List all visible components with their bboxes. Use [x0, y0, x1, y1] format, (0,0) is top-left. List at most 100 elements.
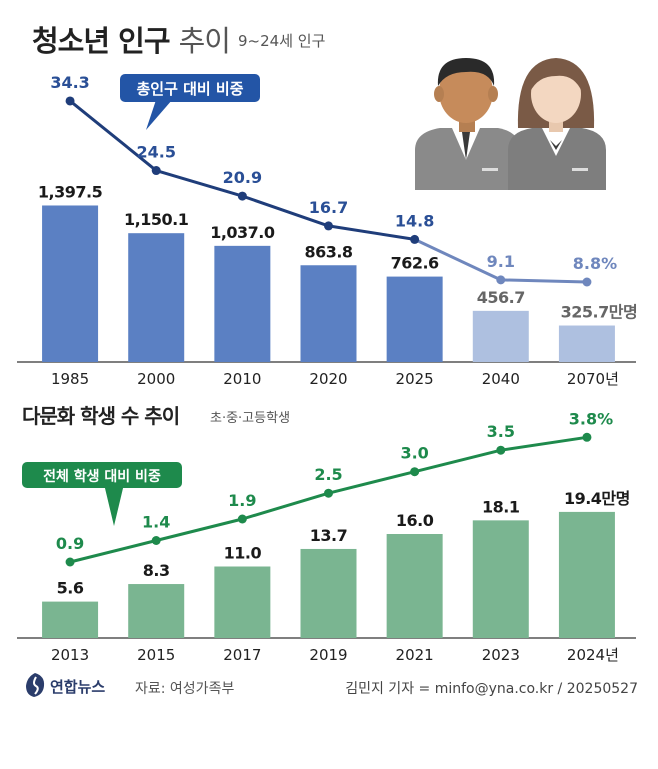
chart1-line-label: 9.1: [487, 252, 515, 271]
chart1-callout-pointer: [146, 100, 172, 130]
chart1-callout-box: [120, 74, 260, 102]
chart2-line-segment: [327, 470, 417, 495]
chart1-line-point: [65, 96, 75, 106]
chart1-bar-label: 1,397.5: [38, 182, 103, 201]
chart1-line-segment: [327, 224, 417, 241]
chart2-line-label: 1.9: [228, 491, 256, 510]
students-illustration: [415, 58, 606, 190]
boy-student-icon: [415, 58, 520, 190]
chart2-line-label: 1.4: [142, 513, 170, 532]
chart1-bar: [300, 265, 357, 362]
chart1-line-segment: [499, 278, 589, 284]
chart2-bar: [128, 584, 185, 638]
chart1-bar: [42, 205, 99, 362]
chart2-bar-label: 8.3: [143, 561, 170, 580]
chart1-bar-labels: 1,397.5 1,150.1 1,037.0 863.8 762.6 456.7 325.…: [38, 182, 638, 322]
chart1-category-label: 2040: [482, 370, 520, 388]
chart2-category-label: 2023: [482, 646, 520, 664]
chart2-line-point: [324, 488, 333, 498]
chart2-bar: [300, 548, 357, 638]
chart1-line-point: [324, 221, 333, 231]
chart1-line-label: 16.7: [309, 198, 348, 217]
chart1-line-label: 34.3: [50, 73, 89, 92]
chart1-category-label: 2000: [137, 370, 175, 388]
chart2-line-label: 3.5: [487, 422, 515, 441]
chart2-bar: [214, 566, 271, 638]
chart1-bar: [558, 325, 615, 362]
chart2-line-label: 3.8%: [569, 409, 613, 428]
chart2-category-label: 2017: [223, 646, 261, 664]
chart1-line-label: 14.8: [395, 211, 434, 230]
chart2-line-segment: [413, 448, 503, 474]
chart1-bar: [472, 310, 529, 362]
chart1-category-label: 2010: [223, 370, 261, 388]
chart1-bar: [128, 233, 185, 362]
yonhap-logo-icon: [26, 673, 45, 697]
chart1-line-labels: 34.3 24.5 20.9 16.7 14.8 9.1 8.8%: [50, 73, 617, 273]
chart1-line-label: 20.9: [223, 168, 262, 187]
chart2-bar-label: 13.7: [310, 526, 347, 545]
chart1-bars: [42, 205, 615, 362]
chart1-category-label: 1985: [51, 370, 89, 388]
chart2-line-point: [65, 557, 75, 567]
chart2-bar-labels: 5.6 8.3 11.0 13.7 16.0 18.1 19.4만명: [57, 489, 631, 598]
chart2-line-segment: [499, 435, 589, 452]
chart1-line-point: [496, 275, 506, 285]
chart2-category-label: 2013: [51, 646, 89, 664]
chart2-bar-label: 19.4만명: [564, 489, 630, 508]
chart2-line-point: [151, 536, 161, 545]
girl-student-icon: [508, 58, 606, 190]
chart2-bar-label: 16.0: [396, 511, 434, 530]
chart2-category-label: 2024년: [567, 646, 619, 664]
chart1-categories: 1985 2000 2010 2020 2025 2040 2070년: [51, 370, 619, 388]
chart2-line-labels: 0.9 1.4 1.9 2.5 3.0 3.5 3.8%: [56, 409, 613, 553]
page-subtitle: 9~24세 인구: [238, 32, 326, 50]
chart2-line-point: [496, 445, 506, 455]
chart1-line: [65, 96, 592, 287]
chart2-categories: 2013 2015 2017 2019 2021 2023 2024년: [51, 646, 619, 664]
chart2-category-label: 2015: [137, 646, 175, 664]
chart2-bar: [558, 511, 615, 638]
title-bold: 청소년 인구: [32, 24, 170, 58]
footer-logo: 연합뉴스: [50, 678, 106, 696]
chart2-category-label: 2021: [396, 646, 434, 664]
chart1-line-series-name: 총인구 대비 비중: [136, 80, 243, 98]
chart1-category-label: 2020: [309, 370, 347, 388]
chart2-line-series-name: 전체 학생 대비 비중: [43, 468, 161, 485]
chart2-bar-label: 11.0: [224, 544, 262, 563]
chart2-line-label: 3.0: [400, 444, 428, 463]
chart1-line-point: [151, 166, 161, 176]
title-light: 추이: [178, 24, 231, 58]
chart2-callout-pointer: [104, 484, 124, 526]
chart2-callout-box: [22, 462, 182, 488]
chart1-legend-callout: 총인구 대비 비중: [120, 74, 260, 130]
chart1-bar-label: 762.6: [391, 254, 439, 273]
chart1-line-point: [582, 277, 592, 287]
chart1-bar-label: 325.7만명: [561, 303, 638, 322]
chart1-bar-label: 456.7: [477, 288, 525, 307]
chart1-line-label: 8.8%: [573, 254, 617, 273]
chart2-line-point: [582, 432, 592, 442]
chart1-line-segment: [154, 169, 244, 198]
chart2-bar: [472, 520, 529, 638]
chart2-bar-label: 5.6: [57, 579, 84, 598]
chart1-category-label: 2070년: [567, 370, 619, 388]
chart1-line-point: [410, 234, 420, 244]
chart1-bar-label: 1,037.0: [210, 223, 275, 242]
chart1-line-segment: [240, 194, 330, 228]
chart2-legend-callout: 전체 학생 대비 비중: [22, 462, 182, 526]
footer-credit: 김민지 기자 = minfo@yna.co.kr / 20250527: [345, 681, 638, 697]
chart1-line-segment: [413, 237, 503, 282]
chart2-subtitle: 초·중·고등학생: [210, 411, 291, 426]
chart2-bar-label: 18.1: [482, 497, 520, 516]
chart2-line-label: 2.5: [314, 465, 342, 484]
chart2-line-point: [410, 467, 420, 477]
chart2-category-label: 2019: [309, 646, 347, 664]
chart1-line-label: 24.5: [136, 143, 175, 162]
chart2-line-point: [237, 514, 247, 524]
chart2-bar: [42, 601, 99, 638]
chart1-bar: [214, 245, 271, 362]
footer-source: 자료: 여성가족부: [135, 681, 235, 697]
chart2-line-segment: [240, 491, 330, 521]
